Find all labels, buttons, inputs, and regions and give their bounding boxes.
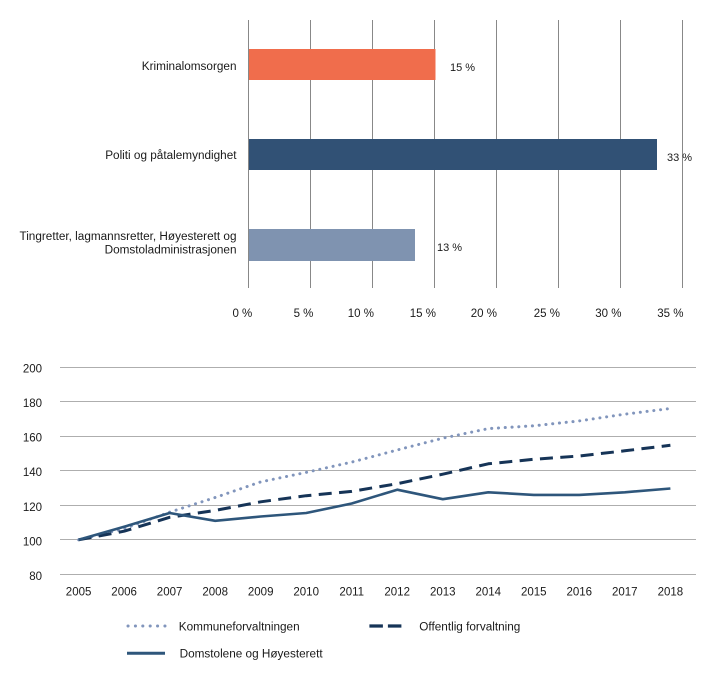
svg-text:120: 120	[23, 502, 42, 514]
svg-text:160: 160	[23, 433, 42, 445]
svg-text:80: 80	[29, 571, 42, 583]
svg-text:100: 100	[23, 536, 42, 548]
svg-text:20 %: 20 %	[471, 308, 497, 320]
svg-text:140: 140	[23, 467, 42, 479]
svg-text:Domstoladministrasjonen: Domstoladministrasjonen	[105, 244, 237, 257]
svg-text:Tingretter, lagmannsretter, Hø: Tingretter, lagmannsretter, Høyesterett …	[19, 230, 236, 243]
svg-text:30 %: 30 %	[595, 308, 621, 320]
svg-text:Offentlig forvaltning: Offentlig forvaltning	[419, 620, 520, 633]
svg-text:2008: 2008	[202, 587, 228, 599]
svg-text:Kommuneforvaltningen: Kommuneforvaltningen	[179, 620, 300, 633]
svg-text:2006: 2006	[111, 587, 137, 599]
svg-text:2005: 2005	[66, 587, 92, 599]
svg-text:Politi og påtalemyndighet: Politi og påtalemyndighet	[105, 149, 237, 162]
svg-text:15 %: 15 %	[410, 308, 436, 320]
svg-text:15 %: 15 %	[450, 62, 475, 74]
svg-text:33 %: 33 %	[667, 152, 692, 164]
svg-text:25 %: 25 %	[534, 308, 560, 320]
svg-text:180: 180	[23, 398, 42, 410]
svg-text:2014: 2014	[476, 587, 502, 599]
svg-text:2016: 2016	[567, 587, 593, 599]
svg-text:13 %: 13 %	[437, 242, 462, 254]
svg-text:2012: 2012	[384, 587, 410, 599]
svg-text:0 %: 0 %	[232, 308, 252, 320]
svg-text:2018: 2018	[658, 587, 684, 599]
svg-text:35 %: 35 %	[657, 308, 683, 320]
svg-text:5 %: 5 %	[294, 308, 314, 320]
svg-text:Kriminalomsorgen: Kriminalomsorgen	[142, 60, 237, 73]
svg-text:2007: 2007	[157, 587, 183, 599]
svg-text:200: 200	[23, 364, 42, 376]
svg-text:2013: 2013	[430, 587, 456, 599]
svg-text:2017: 2017	[612, 587, 638, 599]
svg-text:2015: 2015	[521, 587, 547, 599]
svg-text:Domstolene og Høyesterett: Domstolene og Høyesterett	[180, 648, 324, 661]
svg-text:10 %: 10 %	[348, 308, 374, 320]
svg-text:2009: 2009	[248, 587, 274, 599]
svg-text:2011: 2011	[339, 587, 364, 599]
svg-text:2010: 2010	[293, 587, 319, 599]
